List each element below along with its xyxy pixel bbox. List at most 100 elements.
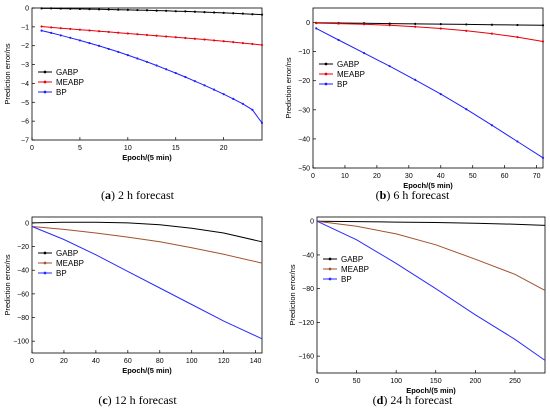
data-point-meabp	[232, 41, 235, 44]
y-tick-label: 0	[306, 20, 310, 27]
x-tick-label: 0	[30, 358, 34, 365]
y-tick-label: −2	[21, 43, 29, 50]
y-tick-label: −120	[298, 320, 314, 327]
data-point-gabp	[40, 7, 43, 10]
data-point-meabp	[69, 27, 72, 31]
legend-label-bp: BP	[56, 88, 67, 97]
chart-d: 0 50 100 150 200 250 0 −40 −80 −120 −160 Epoch/(5 m…	[288, 216, 546, 395]
data-point-gabp	[78, 7, 82, 11]
legend-label-bp: BP	[337, 80, 348, 89]
data-point-meabp	[516, 35, 519, 39]
x-tick-label: 120	[218, 358, 230, 365]
x-tick-label: 50	[353, 378, 361, 385]
data-point-bp	[439, 93, 442, 96]
y-tick-label: −5	[21, 100, 29, 107]
y-tick-label: −40	[298, 136, 310, 143]
legend-marker-gabp	[43, 70, 47, 74]
y-axis-label: Prediction error/ns	[288, 264, 297, 326]
data-point-bp	[78, 39, 82, 42]
legend-marker-meabp	[43, 261, 47, 265]
data-point-gabp	[541, 24, 545, 27]
data-point-meabp	[126, 32, 129, 35]
data-point-meabp	[193, 37, 197, 40]
y-tick-label: 0	[310, 219, 314, 226]
data-point-meabp	[174, 36, 177, 39]
legend-marker-bp	[43, 271, 47, 275]
data-point-meabp	[251, 42, 254, 46]
data-point-bp	[69, 36, 72, 39]
y-tick-label: −1	[21, 24, 29, 31]
x-tick-label: 0	[30, 145, 34, 152]
data-point-gabp	[516, 23, 519, 27]
series-line-bp	[315, 27, 544, 159]
data-point-gabp	[388, 22, 391, 25]
legend-marker-bp	[43, 90, 47, 94]
data-point-bp	[40, 29, 43, 32]
data-point-bp	[50, 31, 53, 34]
data-point-meabp	[363, 23, 366, 26]
data-point-meabp	[136, 33, 139, 36]
y-axis-label: Prediction error/ns	[3, 43, 12, 105]
data-point-gabp	[50, 7, 53, 10]
data-point-bp	[388, 65, 391, 68]
x-tick-label: 20	[220, 145, 228, 152]
data-point-bp	[315, 27, 318, 30]
data-point-bp	[222, 93, 225, 96]
data-point-gabp	[184, 10, 187, 13]
data-point-meabp	[78, 28, 82, 31]
caption-b: (b) 6 h forecast	[375, 188, 450, 202]
data-point-bp	[541, 156, 545, 159]
y-tick-label: −6	[21, 119, 29, 126]
x-tick-label: 5	[78, 145, 82, 152]
data-point-gabp	[97, 8, 101, 11]
data-point-gabp	[241, 12, 244, 15]
data-point-meabp	[203, 38, 206, 41]
series-line-meabp	[316, 22, 544, 42]
data-point-meabp	[260, 43, 264, 47]
data-point-gabp	[222, 11, 225, 15]
data-point-bp	[107, 47, 110, 51]
y-tick-label: −20	[298, 78, 310, 85]
data-point-bp	[184, 75, 187, 79]
y-tick-label: 0	[25, 220, 29, 227]
data-point-bp	[260, 121, 264, 125]
legend-label-gabp: GABP	[337, 60, 359, 69]
legend-marker-gabp	[43, 251, 47, 255]
data-point-gabp	[439, 23, 442, 26]
panel-d: 0 50 100 150 200 250 0 −40 −80 −120 −160 Epoch/(5 m…	[275, 205, 550, 410]
x-tick-label: 0	[315, 378, 319, 385]
data-point-meabp	[337, 22, 340, 25]
data-point-bp	[241, 102, 244, 105]
data-point-bp	[490, 124, 493, 127]
y-tick-label: −40	[17, 268, 29, 275]
data-point-gabp	[490, 23, 493, 26]
data-point-meabp	[465, 29, 468, 32]
plot-frame	[312, 7, 544, 169]
legend-label-meabp: MEABP	[341, 265, 369, 274]
x-axis-label: Epoch/(5 min)	[406, 386, 456, 395]
legend-label-bp: BP	[341, 275, 352, 284]
legend-label-gabp: GABP	[56, 68, 78, 77]
data-point-meabp	[165, 35, 168, 38]
data-point-gabp	[59, 7, 62, 10]
data-point-meabp	[315, 22, 318, 25]
y-tick-label: −10	[298, 49, 310, 56]
plot-frame	[31, 216, 263, 354]
data-point-bp	[59, 34, 62, 37]
legend-marker-meabp	[43, 80, 47, 84]
y-axis-label: Prediction error/ns	[284, 57, 293, 119]
chart-c: 0 20 40 60 80 100 120 140 0 −20 −40 −60 −80 −100 Epoch…	[3, 216, 263, 375]
legend-marker-meabp	[328, 267, 332, 271]
data-point-meabp	[439, 27, 442, 30]
legend-label-meabp: MEABP	[56, 259, 84, 268]
data-point-bp	[516, 140, 519, 143]
data-point-gabp	[232, 12, 235, 15]
data-point-meabp	[222, 40, 225, 43]
series-line-meabp	[316, 220, 546, 291]
legend-marker-bp	[324, 82, 328, 86]
data-point-meabp	[88, 29, 91, 32]
data-point-gabp	[117, 8, 120, 11]
legend-label-gabp: GABP	[56, 249, 78, 258]
series-line-gabp	[31, 221, 263, 243]
data-point-bp	[414, 78, 417, 81]
